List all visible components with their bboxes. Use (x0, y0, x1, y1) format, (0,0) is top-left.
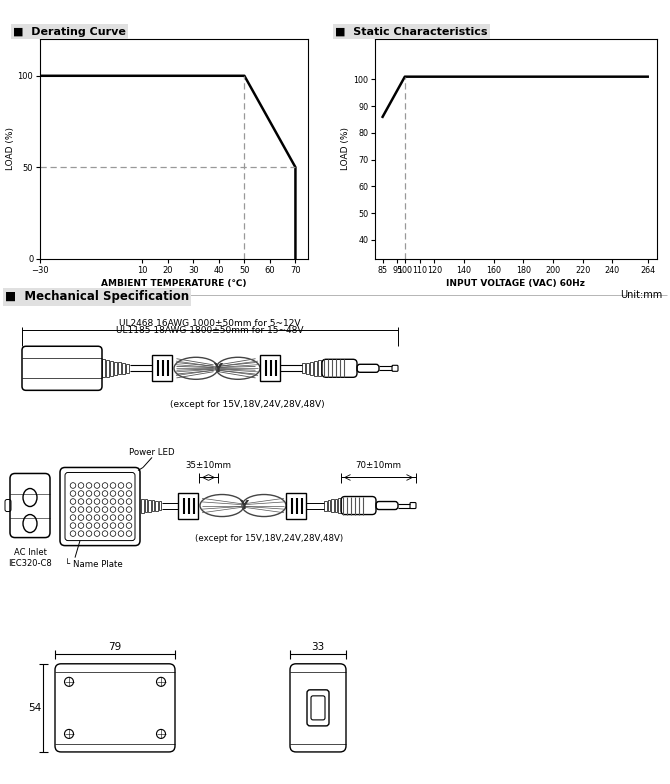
Bar (338, 498, 340, 513)
Text: ■  Mechanical Specification: ■ Mechanical Specification (5, 290, 189, 303)
Text: 79: 79 (109, 642, 122, 652)
Bar (331, 499, 334, 512)
Text: 35±10mm: 35±10mm (185, 462, 231, 470)
Text: UL1185 18AWG 1800±50mm for 15~48V: UL1185 18AWG 1800±50mm for 15~48V (117, 326, 304, 336)
X-axis label: INPUT VOLTAGE (VAC) 60Hz: INPUT VOLTAGE (VAC) 60Hz (446, 279, 586, 288)
Bar (145, 499, 147, 512)
Text: 33: 33 (312, 642, 325, 652)
Text: └ Name Plate: └ Name Plate (65, 560, 123, 568)
X-axis label: AMBIENT TEMPERATURE (℃): AMBIENT TEMPERATURE (℃) (101, 279, 247, 288)
Bar (114, 361, 117, 375)
Text: 70±10mm: 70±10mm (355, 462, 401, 470)
Bar (306, 362, 309, 374)
Bar (302, 363, 305, 373)
Bar (324, 500, 326, 510)
Bar (286, 492, 306, 518)
Bar (126, 364, 129, 373)
Y-axis label: LOAD (%): LOAD (%) (342, 128, 350, 170)
Bar (151, 500, 154, 511)
Bar (334, 499, 337, 512)
Text: Unit:mm: Unit:mm (620, 290, 662, 300)
Bar (106, 360, 109, 376)
Bar (122, 363, 125, 373)
Bar (178, 492, 198, 518)
Text: (except for 15V,18V,24V,28V,48V): (except for 15V,18V,24V,28V,48V) (170, 401, 325, 409)
Bar (155, 500, 157, 510)
Bar (118, 362, 121, 374)
Text: Power LED: Power LED (129, 448, 175, 457)
Text: Y: Y (239, 499, 249, 512)
Text: Y: Y (214, 361, 222, 375)
Text: (except for 15V,18V,24V,28V,48V): (except for 15V,18V,24V,28V,48V) (195, 534, 343, 543)
Bar (102, 359, 105, 377)
Bar (141, 499, 143, 513)
Y-axis label: LOAD (%): LOAD (%) (6, 128, 15, 170)
Text: ■  Derating Curve: ■ Derating Curve (13, 27, 126, 37)
Bar (310, 361, 313, 375)
Bar (110, 361, 113, 376)
Text: AC Inlet
IEC320-C8: AC Inlet IEC320-C8 (8, 547, 52, 568)
Bar (328, 500, 330, 511)
Bar (260, 355, 280, 381)
Text: UL2468 16AWG 1000±50mm for 5~12V: UL2468 16AWG 1000±50mm for 5~12V (119, 319, 301, 328)
Text: ■  Static Characteristics: ■ Static Characteristics (335, 27, 488, 37)
Bar (314, 361, 317, 376)
Bar (152, 355, 172, 381)
Text: 54: 54 (27, 703, 41, 713)
Bar (159, 501, 161, 510)
Bar (318, 361, 321, 376)
Bar (148, 499, 151, 511)
